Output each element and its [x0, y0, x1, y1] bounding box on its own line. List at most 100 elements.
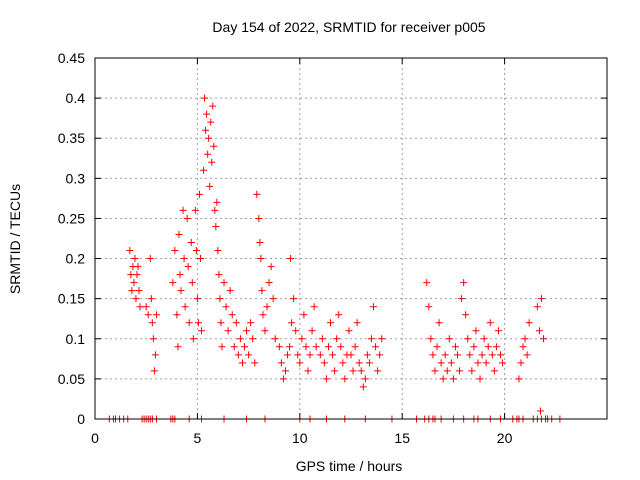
- y-tick-label: 0.15: [58, 291, 85, 307]
- y-tick-label: 0.25: [58, 210, 85, 226]
- data-point: [359, 383, 367, 391]
- data-point: [134, 263, 142, 271]
- data-point: [142, 303, 150, 311]
- data-point: [537, 295, 545, 303]
- data-point: [300, 311, 308, 319]
- data-point: [147, 295, 155, 303]
- y-tick-label: 0.3: [66, 170, 86, 186]
- data-point: [146, 255, 154, 263]
- data-point: [196, 255, 204, 263]
- data-point: [443, 367, 451, 375]
- data-point: [499, 359, 507, 367]
- data-point: [263, 303, 271, 311]
- data-point: [517, 359, 525, 367]
- data-point: [204, 150, 212, 158]
- data-point: [257, 255, 265, 263]
- data-point: [181, 303, 189, 311]
- data-point: [478, 351, 486, 359]
- data-point: [482, 359, 490, 367]
- data-point: [217, 319, 225, 327]
- data-point: [213, 198, 221, 206]
- data-point: [540, 335, 548, 343]
- data-point: [151, 351, 159, 359]
- data-point: [367, 335, 375, 343]
- x-tick-label: 20: [497, 430, 513, 446]
- data-point: [256, 239, 264, 247]
- data-point: [267, 263, 275, 271]
- data-point: [222, 303, 230, 311]
- data-point: [329, 351, 337, 359]
- data-point: [226, 287, 234, 295]
- data-point: [241, 343, 249, 351]
- data-point: [271, 335, 279, 343]
- data-point: [220, 279, 228, 287]
- data-point: [173, 311, 181, 319]
- data-point: [258, 287, 266, 295]
- data-point: [521, 335, 529, 343]
- y-tick-label: 0.35: [58, 130, 85, 146]
- data-point: [536, 407, 544, 415]
- data-point: [176, 271, 184, 279]
- data-point: [180, 255, 188, 263]
- data-point: [298, 335, 306, 343]
- data-point: [468, 367, 476, 375]
- y-axis-label: SRMTID / TECUs: [7, 184, 23, 294]
- data-point: [335, 311, 343, 319]
- data-point: [533, 303, 541, 311]
- data-point: [251, 359, 259, 367]
- data-point: [183, 214, 191, 222]
- data-point: [148, 319, 156, 327]
- data-point: [480, 335, 488, 343]
- data-point: [288, 319, 296, 327]
- data-point: [460, 279, 468, 287]
- data-point: [232, 319, 240, 327]
- data-point: [150, 367, 158, 375]
- data-point: [135, 287, 143, 295]
- data-point: [472, 327, 480, 335]
- data-point: [275, 343, 283, 351]
- data-point: [497, 351, 505, 359]
- data-point: [486, 319, 494, 327]
- data-point: [214, 247, 222, 255]
- data-point: [255, 214, 263, 222]
- data-point: [449, 375, 457, 383]
- data-point: [429, 351, 437, 359]
- data-point: [378, 335, 386, 343]
- data-point: [269, 295, 277, 303]
- data-point: [290, 295, 298, 303]
- data-point: [149, 335, 157, 343]
- y-tick-label: 0: [77, 411, 85, 427]
- data-point: [249, 335, 257, 343]
- data-point: [194, 319, 202, 327]
- data-point: [456, 367, 464, 375]
- data-point: [284, 351, 292, 359]
- x-tick-label: 0: [91, 430, 99, 446]
- data-point: [351, 343, 359, 351]
- data-point: [345, 327, 353, 335]
- data-point: [171, 247, 179, 255]
- data-point: [281, 367, 289, 375]
- data-point: [425, 303, 433, 311]
- data-point: [535, 327, 543, 335]
- data-point: [312, 343, 320, 351]
- data-point: [212, 222, 220, 230]
- data-point: [215, 271, 223, 279]
- data-point: [234, 351, 242, 359]
- data-point: [320, 359, 328, 367]
- data-point: [259, 311, 267, 319]
- data-point: [131, 255, 139, 263]
- data-point: [174, 343, 182, 351]
- data-point: [372, 343, 380, 351]
- data-point: [357, 367, 365, 375]
- data-point: [286, 343, 294, 351]
- data-points: [126, 94, 548, 415]
- data-point: [349, 367, 357, 375]
- data-point: [187, 239, 195, 247]
- data-point: [152, 311, 160, 319]
- data-point: [243, 327, 251, 335]
- data-point: [484, 343, 492, 351]
- data-point: [435, 319, 443, 327]
- data-point: [132, 295, 140, 303]
- data-point: [458, 295, 466, 303]
